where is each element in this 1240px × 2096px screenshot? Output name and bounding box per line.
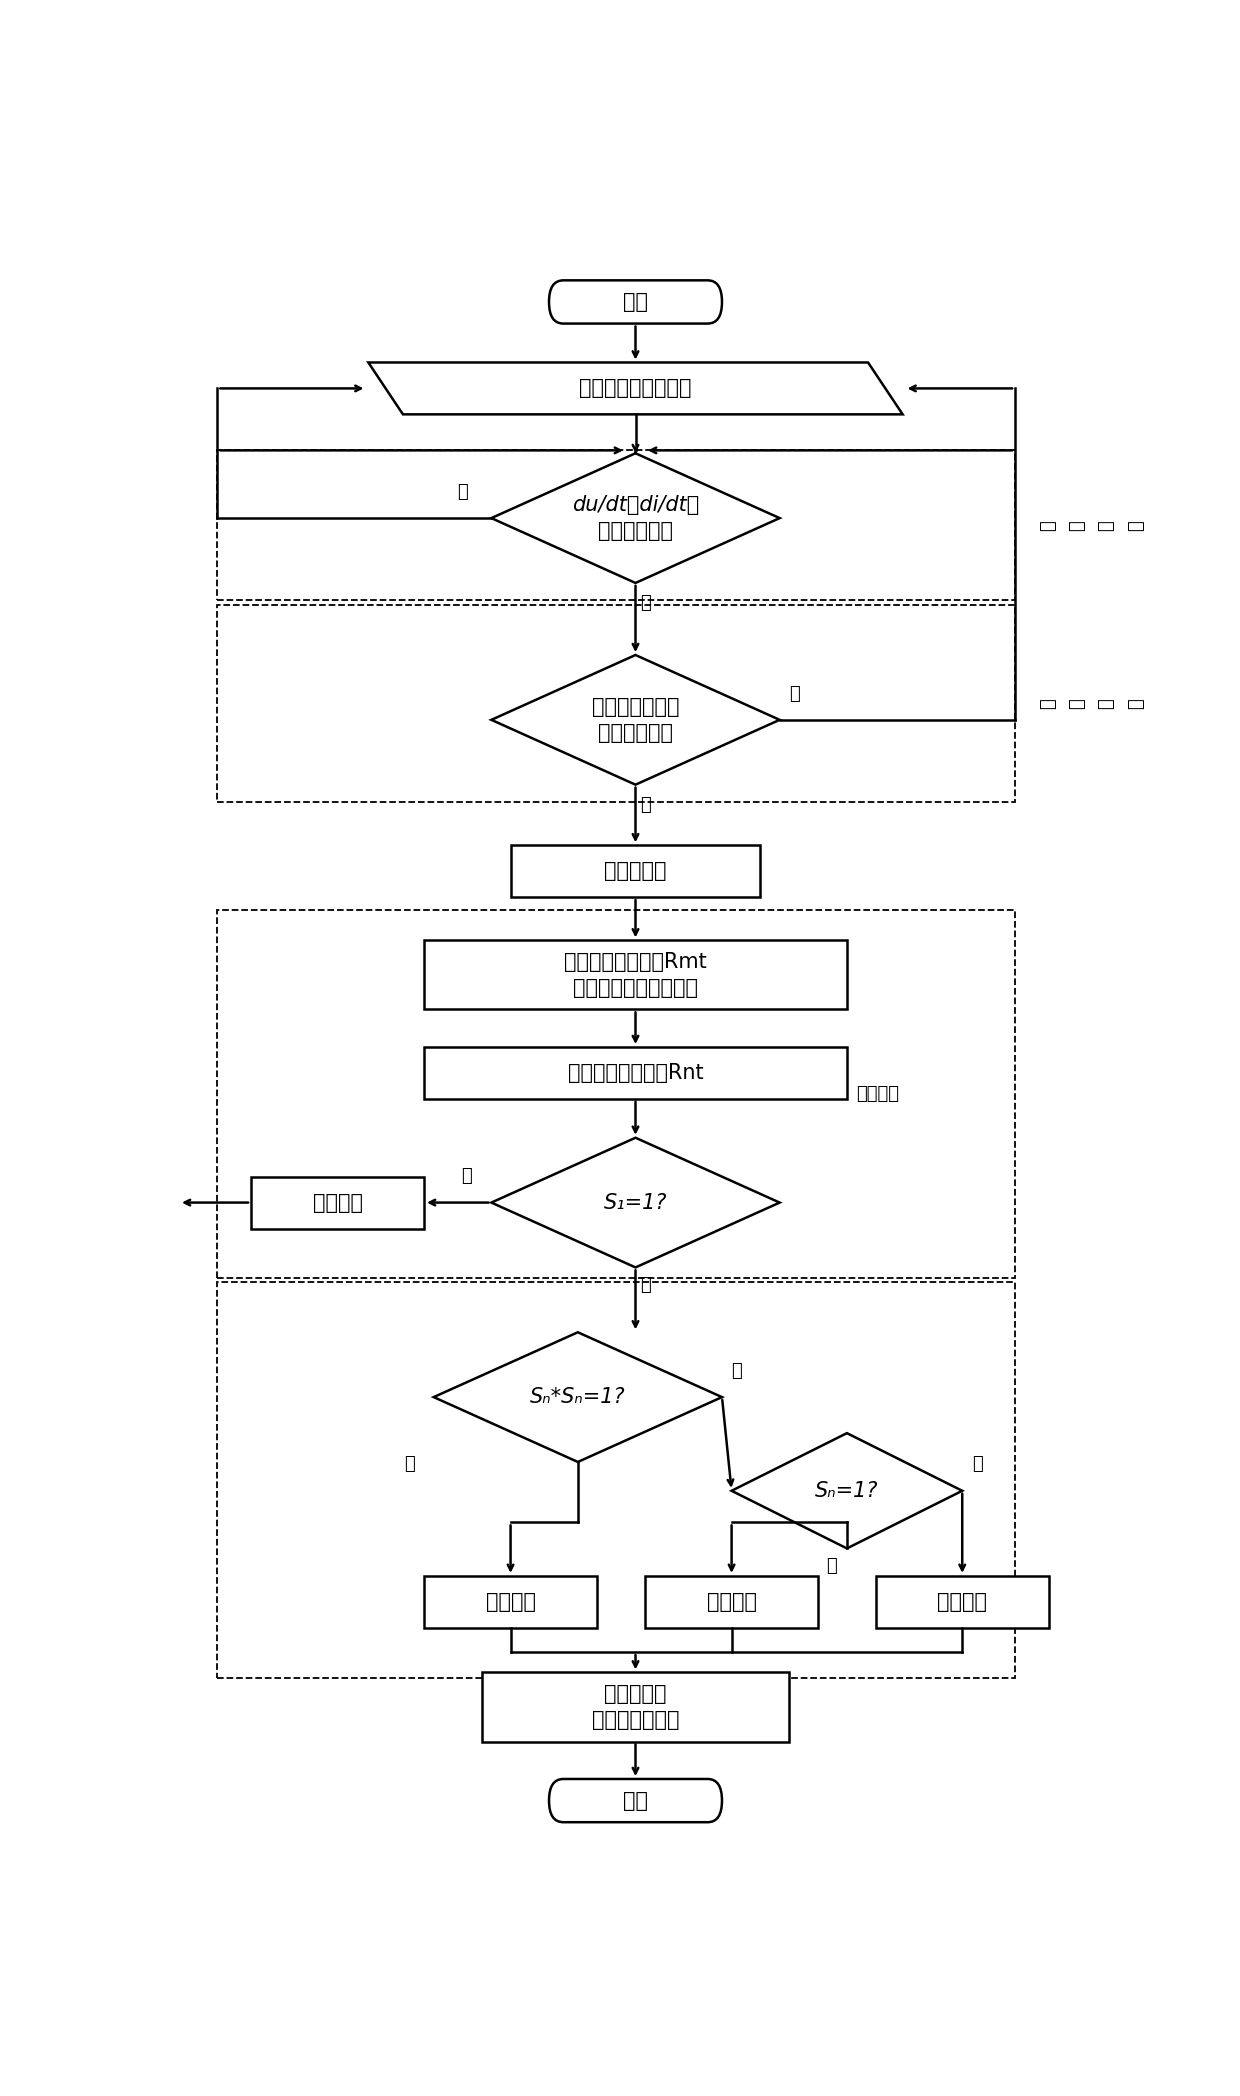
Polygon shape xyxy=(875,1576,1049,1629)
Text: 是: 是 xyxy=(640,1276,651,1293)
Polygon shape xyxy=(424,1048,847,1098)
Text: Sₙ=1?: Sₙ=1? xyxy=(815,1480,879,1501)
Text: 双极故障: 双极故障 xyxy=(486,1591,536,1612)
Text: 发跳闸信号
相应断路器动作: 发跳闸信号 相应断路器动作 xyxy=(591,1683,680,1729)
Text: 闭锁换流器: 闭锁换流器 xyxy=(604,861,667,880)
Polygon shape xyxy=(511,845,760,897)
Text: 是: 是 xyxy=(640,796,651,813)
Bar xyxy=(217,910,1016,1279)
Text: 否: 否 xyxy=(461,1167,472,1186)
Text: 故
障
启
动: 故 障 启 动 xyxy=(1039,520,1145,530)
Polygon shape xyxy=(645,1576,818,1629)
Polygon shape xyxy=(481,1673,789,1742)
Polygon shape xyxy=(434,1333,722,1463)
Text: 读取电压、电流数据: 读取电压、电流数据 xyxy=(579,379,692,398)
FancyBboxPatch shape xyxy=(549,1780,722,1821)
Text: 是: 是 xyxy=(640,595,651,612)
Text: 正极故障: 正极故障 xyxy=(707,1591,756,1612)
Text: 是: 是 xyxy=(404,1455,414,1473)
Text: 低压过流保护满
足动作条件？: 低压过流保护满 足动作条件？ xyxy=(591,696,680,744)
Text: 负极故障: 负极故障 xyxy=(937,1591,987,1612)
Text: S₁=1?: S₁=1? xyxy=(604,1193,667,1214)
Polygon shape xyxy=(368,363,903,415)
Text: 故障选极: 故障选极 xyxy=(857,1471,899,1488)
Text: 是: 是 xyxy=(827,1557,837,1574)
Text: 否: 否 xyxy=(458,482,467,501)
Bar xyxy=(217,1283,1016,1679)
Text: du/dt、di/dt满
足动作条件？: du/dt、di/dt满 足动作条件？ xyxy=(572,495,699,541)
Text: 否: 否 xyxy=(789,685,800,702)
Text: 否: 否 xyxy=(972,1455,982,1473)
Text: Sₙ*Sₙ=1?: Sₙ*Sₙ=1? xyxy=(529,1388,626,1406)
Bar xyxy=(217,604,1016,803)
Polygon shape xyxy=(424,941,847,1010)
Text: 开始: 开始 xyxy=(622,291,649,312)
Text: 故障识别: 故障识别 xyxy=(857,1086,899,1102)
Bar xyxy=(217,451,1016,599)
Text: 计算方向判别信号Rmt
并将该信号发送给对端: 计算方向判别信号Rmt 并将该信号发送给对端 xyxy=(564,952,707,998)
FancyBboxPatch shape xyxy=(549,281,722,323)
Polygon shape xyxy=(491,654,780,784)
Text: 区外故障: 区外故障 xyxy=(312,1193,362,1214)
Text: 结束: 结束 xyxy=(622,1790,649,1811)
Polygon shape xyxy=(424,1576,596,1629)
Polygon shape xyxy=(491,1138,780,1268)
Polygon shape xyxy=(250,1176,424,1228)
Text: 接收对端方向信号Rnt: 接收对端方向信号Rnt xyxy=(568,1063,703,1084)
Polygon shape xyxy=(491,453,780,583)
Text: 否: 否 xyxy=(732,1362,743,1379)
Text: 故
障
检
测: 故 障 检 测 xyxy=(1039,698,1145,708)
Polygon shape xyxy=(732,1434,962,1549)
